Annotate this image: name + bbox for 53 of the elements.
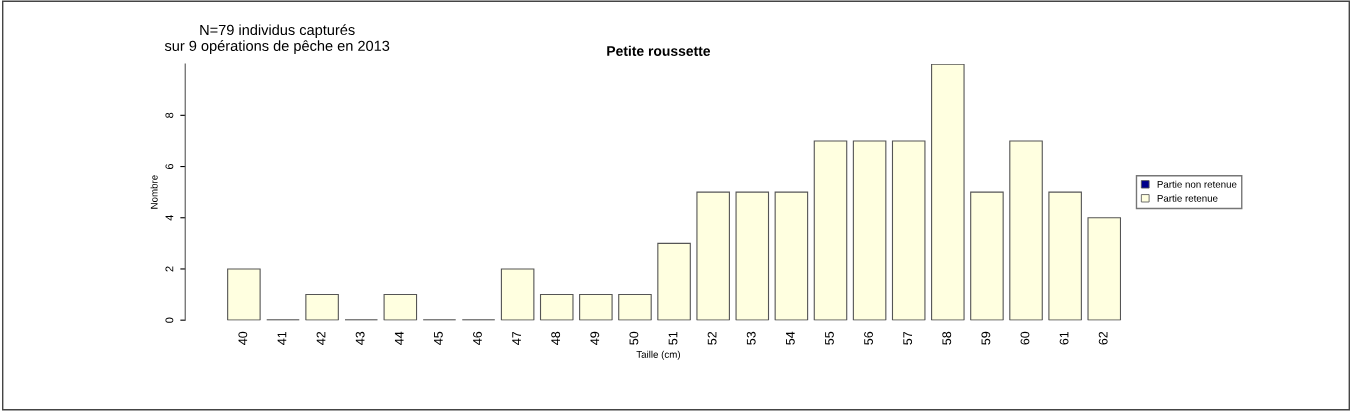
x-tick-label: 49 (590, 331, 600, 345)
bar (813, 140, 848, 321)
bar (305, 294, 339, 321)
bar (227, 268, 261, 321)
y-tick-label: 2 (165, 266, 174, 272)
x-tick-label: 55 (825, 331, 834, 345)
x-tick-label: 62 (1098, 331, 1108, 345)
y-axis-title: Nombre (150, 175, 158, 209)
x-tick-label: 60 (1020, 331, 1030, 345)
x-tick-label: 54 (786, 331, 795, 345)
y-tick-label: 4 (165, 214, 174, 221)
bar (1048, 191, 1082, 321)
bar (500, 268, 535, 321)
x-tick-label: 58 (942, 331, 952, 345)
x-tick-label: 47 (512, 331, 521, 345)
bar (931, 64, 965, 321)
bar (579, 294, 613, 321)
x-tick-label: 57 (903, 331, 913, 345)
x-tick-label: 45 (434, 331, 443, 345)
x-tick-label: 59 (981, 331, 991, 345)
x-tick-label: 40 (238, 331, 248, 345)
x-axis-title: Taille (cm) (636, 350, 680, 360)
bar (970, 191, 1004, 321)
bar (696, 191, 730, 321)
legend-label: Partie non retenue (1157, 180, 1237, 188)
x-tick-label: 50 (629, 331, 639, 345)
bar (1087, 217, 1122, 321)
x-tick-label: 52 (707, 331, 717, 345)
y-tick-label: 8 (165, 112, 174, 118)
bar (891, 140, 926, 321)
chart-title: Petite roussette (607, 45, 711, 56)
x-tick-label: 51 (668, 331, 678, 345)
x-tick-label: 61 (1059, 331, 1069, 345)
bar (618, 294, 652, 321)
bar (383, 294, 418, 321)
y-tick-label: 6 (165, 163, 174, 170)
x-tick-label: 56 (864, 331, 873, 345)
x-tick-label: 41 (277, 331, 287, 345)
x-tick-label: 43 (355, 331, 365, 345)
bar (539, 294, 574, 321)
bar (1009, 140, 1043, 321)
bar (774, 191, 809, 321)
bar (852, 140, 887, 321)
legend-label: Partie retenue (1157, 194, 1218, 202)
bar (657, 242, 691, 321)
x-tick-label: 42 (316, 331, 326, 345)
bar (735, 191, 770, 321)
x-tick-label: 46 (473, 331, 482, 345)
y-tick-label: 0 (165, 317, 174, 323)
text: N=79 individus capturés sur 9 opérations de pêche en 2013 (164, 24, 390, 54)
x-tick-label: 48 (551, 331, 561, 345)
x-tick-label: 53 (746, 331, 756, 345)
x-tick-label: 44 (394, 331, 404, 345)
